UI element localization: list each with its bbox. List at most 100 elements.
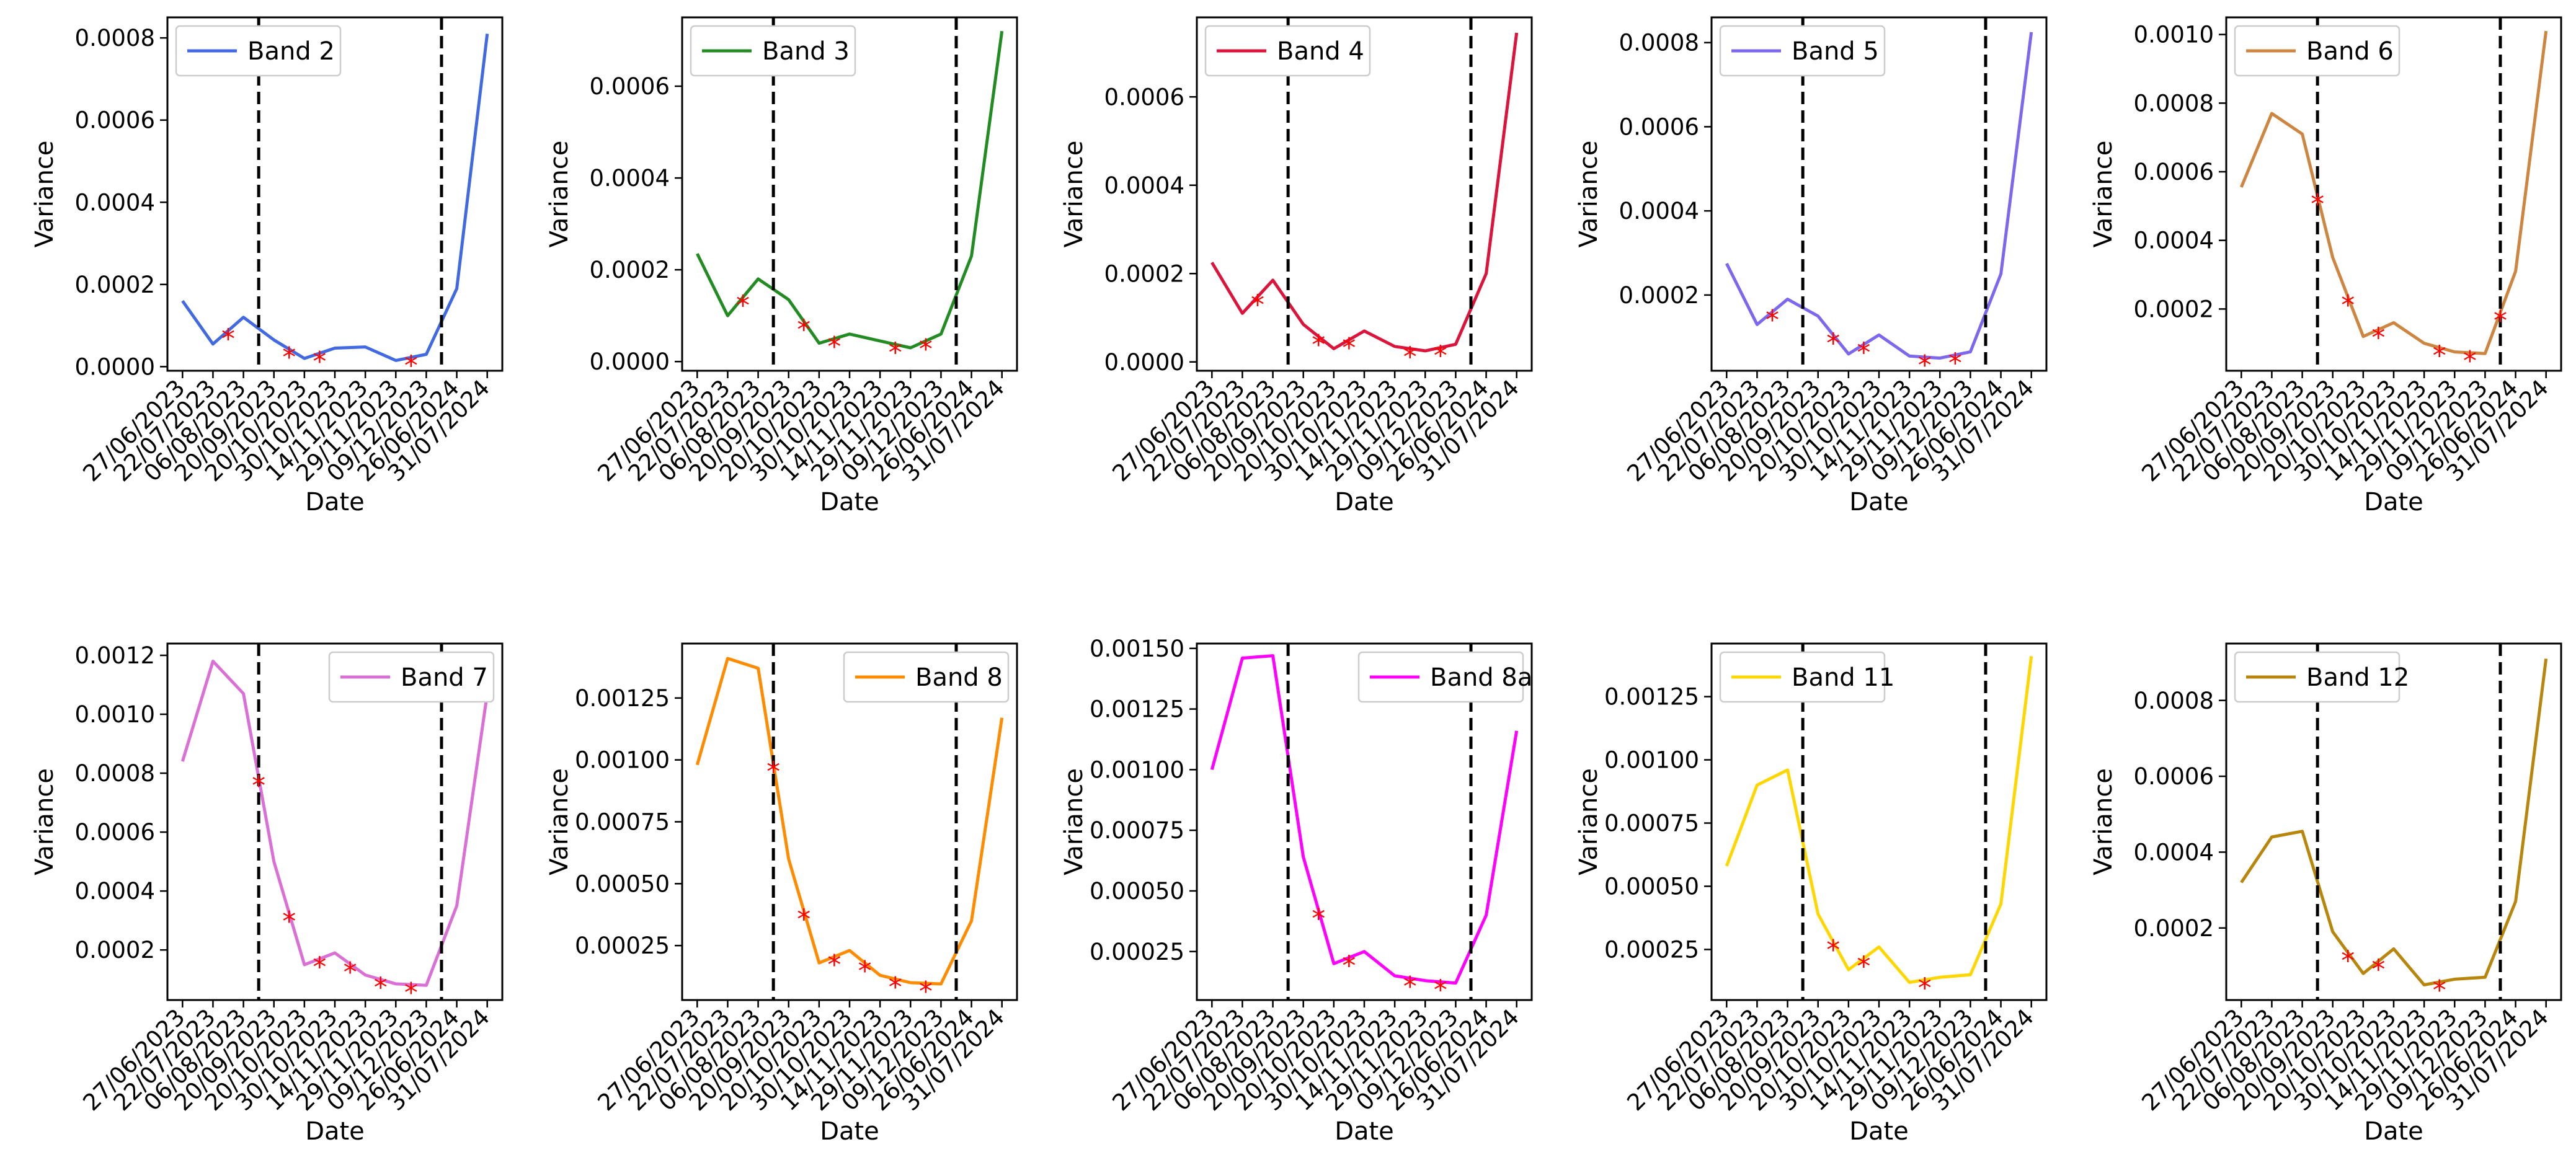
x-axis-label: Date [1335, 488, 1394, 516]
series-line [1725, 656, 2033, 984]
y-tick-label: 0.00100 [1604, 747, 1699, 774]
y-tick-label: 0.0008 [75, 760, 155, 787]
x-axis-label: Date [1849, 1117, 1909, 1146]
significance-marker: * [252, 770, 265, 802]
legend: Band 7 [328, 651, 495, 703]
legend-label: Band 8a [1430, 663, 1532, 692]
y-tick-label: 0.00025 [1090, 939, 1184, 965]
y-tick-label: 0.0008 [1619, 30, 1699, 56]
significance-marker: * [1403, 341, 1417, 373]
legend: Band 6 [2234, 25, 2401, 77]
legend-label: Band 7 [401, 663, 488, 692]
legend: Band 11 [1719, 651, 1894, 703]
significance-marker: * [344, 957, 357, 988]
significance-marker: * [1312, 903, 1325, 934]
y-tick-label: 0.0006 [2134, 159, 2214, 185]
significance-marker: * [797, 314, 811, 345]
y-axis-label: Variance [1060, 768, 1088, 875]
legend: Band 3 [690, 25, 856, 77]
significance-marker: * [1434, 975, 1447, 1006]
significance-marker: * [404, 350, 418, 381]
significance-marker: * [2371, 322, 2385, 354]
significance-marker: * [827, 331, 841, 363]
y-tick-label: 0.0000 [75, 353, 155, 380]
y-tick-label: 0.0002 [590, 257, 670, 283]
y-tick-label: 0.0006 [2134, 763, 2214, 790]
chart-panel-7: * * * * * * 0.00025 0.00050 0.00075 0.00100 0.0012… [545, 642, 1018, 1146]
y-axis-label: Variance [30, 768, 59, 875]
y-tick-label: 0.0002 [2134, 296, 2214, 322]
significance-marker: * [889, 337, 902, 368]
y-axis-label: Variance [1574, 768, 1603, 875]
x-axis-label: Date [820, 1117, 879, 1146]
legend-box [1719, 25, 1886, 77]
legend-box [1204, 25, 1371, 77]
y-tick-label: 0.0004 [1619, 198, 1699, 224]
chart-panel-6: * * * * * * 0.0002 0.0004 0.0006 0.0008 0.0010 0.00… [30, 642, 504, 1146]
legend-box [2234, 25, 2401, 77]
series-line [2240, 658, 2548, 986]
significance-marker: * [797, 903, 811, 935]
chart-panel-9: ***0.000250.000500.000750.001000.0012527… [1574, 642, 2048, 1146]
y-axis-label: Variance [1060, 141, 1088, 248]
significance-marker: * [1251, 290, 1264, 321]
y-axis-label: Variance [2089, 141, 2118, 248]
significance-marker: * [1857, 951, 1870, 983]
legend-label: Band 8 [915, 663, 1003, 692]
y-tick-label: 0.0006 [1619, 113, 1699, 140]
significance-marker: * [2433, 975, 2446, 1006]
significance-marker: * [2463, 345, 2477, 377]
x-axis-label: Date [2364, 1117, 2423, 1146]
y-tick-label: 0.00025 [1604, 936, 1699, 963]
significance-marker: * [2371, 954, 2385, 985]
series-line [696, 30, 1004, 350]
significance-marker: * [2494, 305, 2507, 337]
y-tick-label: 0.0000 [1104, 349, 1184, 376]
significance-marker: * [282, 906, 296, 937]
significance-marker: * [1826, 934, 1840, 966]
y-tick-label: 0.00050 [575, 870, 670, 897]
y-axis-label: Variance [545, 141, 574, 248]
y-tick-label: 0.00075 [1604, 810, 1699, 837]
significance-marker: * [1342, 950, 1356, 982]
legend: Band 4 [1204, 25, 1371, 77]
legend-box [1719, 651, 1886, 703]
y-tick-label: 0.0000 [590, 348, 670, 375]
y-tick-label: 0.0004 [2134, 839, 2214, 866]
y-tick-label: 0.00150 [1090, 635, 1184, 662]
x-axis-label: Date [820, 488, 879, 516]
series-line [2239, 30, 2548, 355]
legend-box [690, 25, 856, 77]
significance-marker: * [1342, 332, 1356, 364]
y-tick-label: 0.0008 [2134, 688, 2214, 714]
y-axis-label: Variance [30, 141, 59, 248]
y-tick-label: 0.0008 [2134, 90, 2214, 117]
y-tick-label: 0.0004 [1104, 172, 1184, 199]
legend: Band 12 [2234, 651, 2409, 703]
y-tick-label: 0.0004 [75, 189, 155, 216]
x-axis-label: Date [305, 1117, 365, 1146]
y-tick-label: 0.0006 [75, 107, 155, 134]
significance-marker: * [221, 323, 235, 355]
y-tick-label: 0.0002 [75, 272, 155, 298]
y-tick-label: 0.0004 [75, 878, 155, 905]
chart-panel-10: * **0.00020.00040.00060.000827/06/202322/… [2089, 642, 2562, 1146]
y-tick-label: 0.00050 [1090, 878, 1184, 905]
significance-marker: * [313, 346, 326, 378]
series-line [181, 33, 489, 362]
significance-marker: * [858, 955, 872, 987]
y-tick-label: 0.00125 [1090, 696, 1184, 723]
significance-marker: * [919, 976, 933, 1007]
legend-label: Band 4 [1277, 37, 1364, 66]
y-axis-label: Variance [2089, 768, 2118, 875]
y-tick-label: 0.0002 [75, 937, 155, 963]
significance-marker: * [313, 951, 326, 983]
legend-box [328, 651, 495, 703]
series-line [695, 657, 1004, 986]
y-tick-label: 0.0010 [2134, 22, 2214, 48]
chart-panel-8: * * * * 0.00025 0.00050 0.00075 0.00100 0.00125 0… [1060, 635, 1533, 1146]
significance-marker: * [1765, 304, 1779, 336]
legend-box [175, 25, 342, 77]
y-tick-label: 0.00025 [575, 932, 670, 959]
